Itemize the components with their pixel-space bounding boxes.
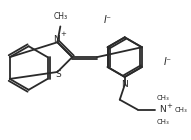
Text: CH₃: CH₃ [174,107,187,113]
Text: I⁻: I⁻ [104,16,112,25]
Text: I⁻: I⁻ [163,57,171,67]
Text: N: N [121,80,128,89]
Text: CH₃: CH₃ [157,95,170,101]
Text: S: S [56,70,61,80]
Text: N: N [53,35,60,44]
Text: N: N [159,105,166,114]
Text: CH₃: CH₃ [157,119,170,124]
Text: +: + [166,103,172,109]
Text: CH₃: CH₃ [53,12,67,21]
Text: +: + [60,31,66,37]
